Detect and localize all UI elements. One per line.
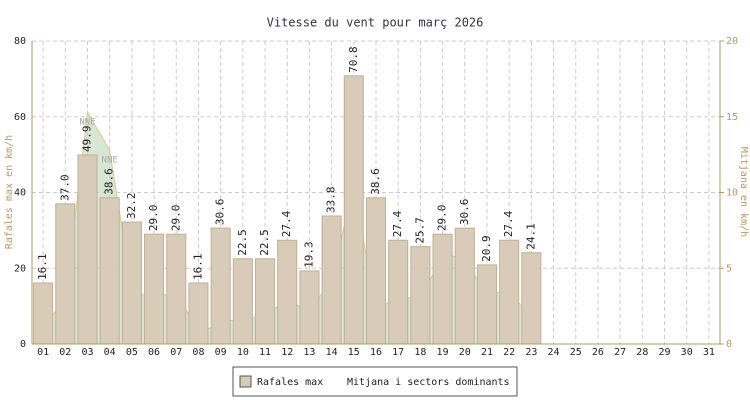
x-tick-label: 11: [259, 347, 271, 358]
value-label: 38.6: [103, 168, 116, 195]
direction-label: NNE: [102, 156, 118, 166]
x-tick-label: 05: [126, 347, 138, 358]
direction-label: NNE: [79, 118, 95, 128]
y-tick-label: 40: [14, 188, 26, 199]
value-label: 29.0: [436, 205, 449, 232]
bar: [388, 239, 409, 345]
x-tick-label: 06: [148, 347, 160, 358]
y2-tick-label: 0: [726, 339, 732, 350]
legend-box: [232, 366, 518, 397]
y-tick-label: 20: [14, 263, 26, 274]
x-tick-label: 13: [303, 347, 315, 358]
bar: [55, 203, 76, 345]
value-label: 37.0: [58, 174, 71, 201]
bar: [99, 197, 120, 345]
x-tick-label: 25: [570, 347, 582, 358]
y2-tick-label: 10: [726, 188, 738, 199]
x-tick-label: 23: [525, 347, 537, 358]
y2-tick-label: 20: [726, 36, 738, 47]
value-label: 25.7: [413, 217, 426, 244]
bar: [188, 282, 209, 345]
value-label: 38.6: [369, 168, 382, 195]
x-tick-label: 10: [237, 347, 249, 358]
value-label: 70.8: [347, 46, 360, 73]
value-label: 27.4: [280, 210, 293, 237]
legend-label: Rafales max: [257, 377, 323, 388]
x-tick-label: 21: [481, 347, 493, 358]
x-tick-label: 09: [215, 347, 227, 358]
bar: [521, 252, 542, 345]
bar: [410, 246, 431, 345]
bar: [365, 197, 387, 345]
value-label: 27.4: [391, 210, 404, 237]
bar: [321, 215, 342, 345]
value-label: 30.6: [458, 199, 471, 226]
x-tick-label: 20: [459, 347, 471, 358]
x-tick-label: 17: [392, 347, 404, 358]
bar: [499, 239, 520, 345]
value-label: 20.9: [480, 235, 493, 262]
y2-axis-label: Mitjana en km/h: [738, 147, 749, 237]
y-tick-label: 0: [20, 339, 26, 350]
value-label: 32.2: [125, 193, 138, 220]
bar: [121, 221, 142, 345]
x-tick-label: 04: [104, 347, 116, 358]
x-tick-label: 14: [326, 347, 338, 358]
value-label: 29.0: [147, 205, 160, 232]
x-tick-label: 19: [437, 347, 449, 358]
bar: [210, 227, 231, 345]
x-tick-label: 22: [503, 347, 515, 358]
x-tick-label: 31: [703, 347, 715, 358]
value-label: 49.9: [80, 126, 93, 153]
x-tick-label: 30: [681, 347, 693, 358]
y-tick-label: 80: [14, 36, 26, 47]
bar: [343, 75, 364, 345]
x-tick-label: 16: [370, 347, 382, 358]
bar: [432, 233, 453, 345]
x-tick-label: 18: [414, 347, 426, 358]
value-label: 27.4: [502, 210, 515, 237]
y-tick-label: 60: [14, 112, 26, 123]
value-label: 16.1: [36, 254, 49, 281]
legend-swatch: [239, 375, 252, 388]
x-tick-label: 27: [614, 347, 626, 358]
bar: [277, 239, 298, 345]
x-tick-label: 15: [348, 347, 360, 358]
y-axis-label: Rafales max en km/h: [4, 135, 15, 249]
x-tick-label: 29: [658, 347, 670, 358]
legend: Rafales max Mitjana i sectors dominants: [232, 366, 518, 397]
value-label: 22.5: [258, 229, 271, 256]
bar: [476, 264, 498, 345]
value-label: 16.1: [191, 254, 204, 281]
value-label: 30.6: [214, 199, 227, 226]
chart-title: Vitesse du vent pour març 2026: [267, 16, 484, 30]
bar: [77, 154, 98, 345]
y2-tick-label: 5: [726, 263, 732, 274]
x-tick-label: 24: [548, 347, 560, 358]
bar: [33, 282, 54, 345]
bar: [254, 258, 276, 345]
x-tick-label: 01: [37, 347, 49, 358]
x-tick-label: 28: [636, 347, 648, 358]
bar: [454, 227, 475, 345]
value-label: 22.5: [236, 229, 249, 256]
value-label: 24.1: [524, 223, 537, 250]
value-label: 29.0: [169, 205, 182, 232]
legend-label: Mitjana i sectors dominants: [347, 377, 510, 388]
x-tick-label: 03: [81, 347, 93, 358]
y2-tick-label: 15: [726, 112, 738, 123]
bar: [144, 233, 165, 345]
bar: [166, 233, 187, 345]
x-tick-label: 02: [59, 347, 71, 358]
x-tick-label: 08: [192, 347, 204, 358]
value-label: 33.8: [325, 186, 338, 213]
bar: [232, 258, 253, 345]
x-tick-label: 07: [170, 347, 182, 358]
x-tick-label: 26: [592, 347, 604, 358]
value-label: 19.3: [302, 241, 315, 268]
bar: [299, 270, 320, 345]
x-tick-label: 12: [281, 347, 293, 358]
